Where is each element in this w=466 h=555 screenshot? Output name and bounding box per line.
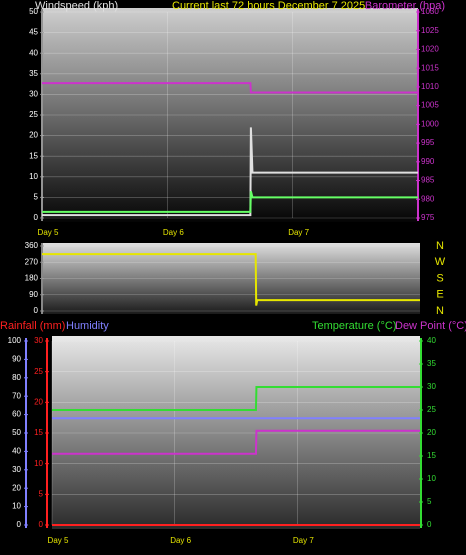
y-tick-label: 45: [29, 28, 38, 37]
y-tick-label: 40: [29, 48, 38, 57]
y-tick-label: 10: [29, 172, 38, 181]
y-tick-label: 0: [34, 213, 39, 222]
y3-tick-label: 10: [12, 502, 21, 511]
y2-tick-label: 1030: [421, 7, 439, 16]
y-tick-label: 180: [25, 274, 39, 283]
x-tick-label: Day 7: [288, 228, 309, 237]
y2-tick-label: 5: [427, 497, 432, 506]
y-tick-label: 0: [39, 520, 44, 529]
x-tick-label: Day 5: [48, 536, 69, 545]
y3-tick-label: 20: [12, 483, 21, 492]
y2-tick-label: 25: [427, 405, 436, 414]
y-tick-label: 10: [34, 459, 43, 468]
plot-background: [52, 336, 420, 529]
y2-tick-label: W: [435, 256, 446, 268]
y2-tick-label: 30: [427, 382, 436, 391]
y-tick-label: 25: [34, 367, 43, 376]
legend-label: Humidity: [66, 320, 109, 332]
x-tick-label: Day 6: [163, 228, 184, 237]
y2-tick-label: 15: [427, 451, 436, 460]
y2-tick-label: S: [436, 272, 443, 284]
y2-tick-label: 1025: [421, 26, 439, 35]
series-line: [52, 386, 420, 411]
legend-label: Rainfall (mm): [0, 320, 65, 332]
series-line: [42, 253, 420, 306]
y-tick-label: 25: [29, 110, 38, 119]
y-tick-label: 0: [34, 306, 39, 315]
y2-tick-label: N: [436, 240, 444, 252]
y3-tick-label: 50: [12, 428, 21, 437]
y2-tick-label: 10: [427, 474, 436, 483]
plot-background: [42, 8, 418, 222]
y3-tick-label: 80: [12, 373, 21, 382]
y3-tick-label: 90: [12, 355, 21, 364]
legend-label: Temperature (°C): [312, 320, 396, 332]
x-tick-label: Day 7: [293, 536, 314, 545]
y2-tick-label: 975: [421, 213, 435, 222]
legend-label: Dew Point (°C): [395, 320, 466, 332]
y2-tick-label: 40: [427, 336, 436, 345]
y-tick-label: 35: [29, 69, 38, 78]
y2-tick-label: 995: [421, 138, 435, 147]
y2-tick-label: 990: [421, 157, 435, 166]
y-tick-label: 30: [34, 336, 43, 345]
y3-tick-label: 30: [12, 465, 21, 474]
y2-tick-label: 1005: [421, 101, 439, 110]
y3-tick-label: 60: [12, 410, 21, 419]
y-tick-label: 20: [34, 397, 43, 406]
y3-tick-label: 40: [12, 447, 21, 456]
series-line: [52, 429, 420, 455]
y2-tick-label: 1010: [421, 82, 439, 91]
y2-tick-label: 1020: [421, 45, 439, 54]
y-tick-label: 30: [29, 90, 38, 99]
y3-tick-label: 100: [8, 336, 22, 345]
chart-title: Current last 72 hours December 7 2025: [172, 0, 365, 12]
y2-tick-label: 1000: [421, 119, 439, 128]
y-tick-label: 360: [25, 241, 39, 250]
y2-tick-label: 985: [421, 176, 435, 185]
y-tick-label: 270: [25, 257, 39, 266]
y2-tick-label: 0: [427, 520, 432, 529]
y3-tick-label: 0: [17, 520, 22, 529]
y2-tick-label: E: [436, 289, 443, 301]
y-tick-label: 5: [34, 193, 39, 202]
y2-tick-label: 1015: [421, 63, 439, 72]
y-tick-label: 90: [29, 290, 38, 299]
x-tick-label: Day 5: [38, 228, 59, 237]
y3-tick-label: 70: [12, 391, 21, 400]
series-line: [42, 127, 418, 217]
y-tick-label: 50: [29, 7, 38, 16]
y-tick-label: 20: [29, 131, 38, 140]
y2-tick-label: 980: [421, 194, 435, 203]
y2-tick-label: N: [436, 305, 444, 317]
y2-tick-label: 20: [427, 428, 436, 437]
y2-tick-label: 35: [427, 359, 436, 368]
legend-label: Windspeed (kph): [35, 0, 118, 12]
legend-label: Barometer (hpa): [365, 0, 445, 12]
y-tick-label: 15: [34, 428, 43, 437]
x-tick-label: Day 6: [170, 536, 191, 545]
y-tick-label: 5: [39, 489, 44, 498]
series-line: [42, 190, 418, 213]
y-tick-label: 15: [29, 151, 38, 160]
series-line: [42, 82, 418, 94]
